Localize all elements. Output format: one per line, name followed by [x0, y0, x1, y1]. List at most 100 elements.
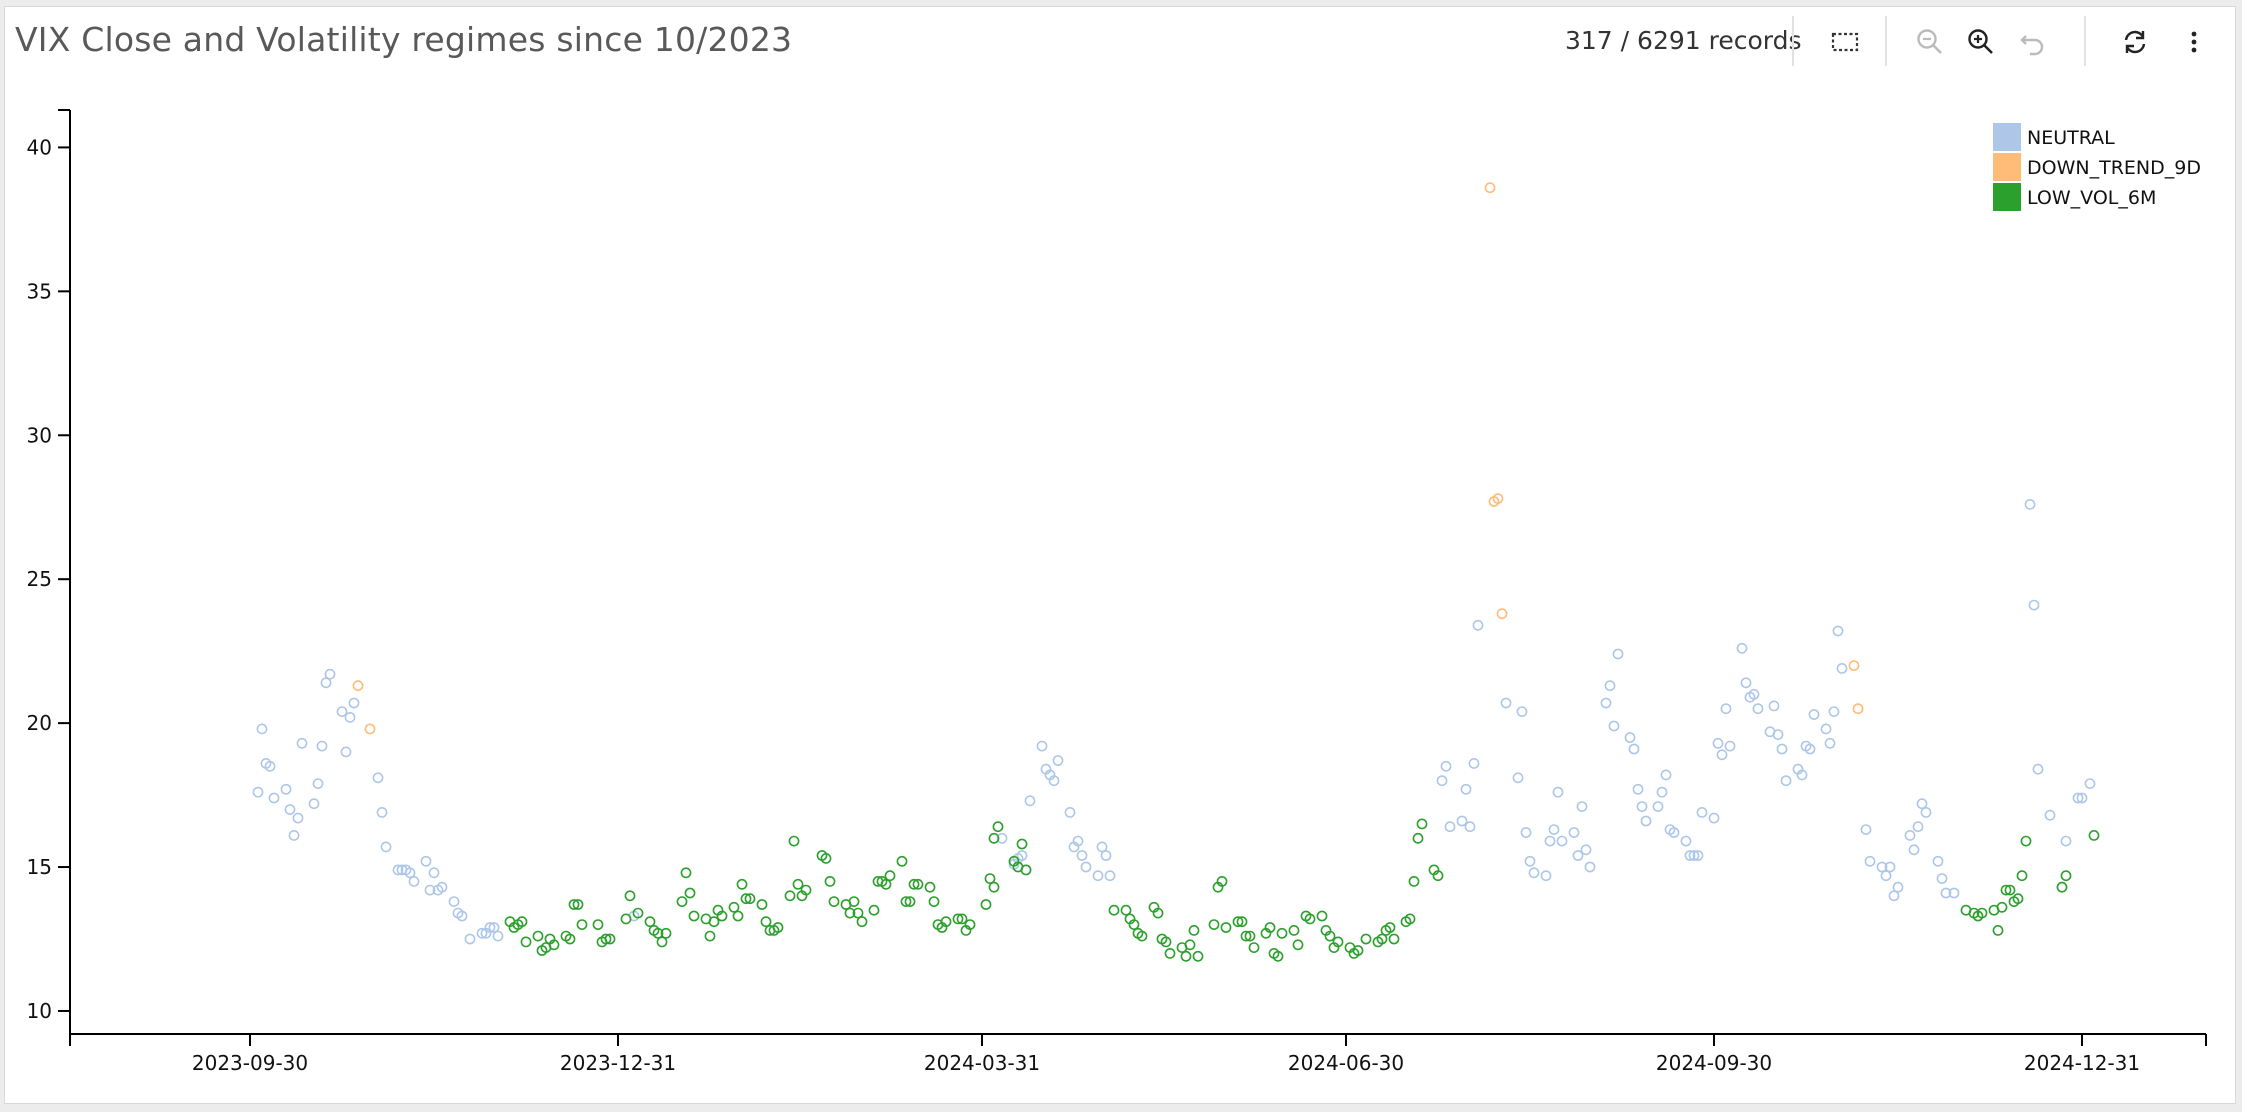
data-point[interactable]: [1992, 925, 2004, 936]
legend-label[interactable]: NEUTRAL: [2027, 127, 2115, 149]
data-point[interactable]: [1736, 642, 1748, 654]
legend-swatch[interactable]: [1993, 153, 2021, 181]
data-point[interactable]: [1656, 786, 1668, 798]
data-point[interactable]: [256, 723, 268, 735]
data-point[interactable]: [604, 933, 616, 945]
data-point[interactable]: [952, 913, 964, 925]
data-point[interactable]: [1720, 703, 1732, 715]
data-point[interactable]: [908, 878, 920, 890]
data-point[interactable]: [1092, 870, 1104, 882]
data-point[interactable]: [1024, 795, 1036, 807]
data-point[interactable]: [1752, 703, 1764, 715]
data-point[interactable]: [912, 878, 924, 890]
undo-icon[interactable]: [2013, 22, 2053, 62]
data-point[interactable]: [448, 896, 460, 907]
data-point[interactable]: [2004, 884, 2016, 896]
data-point[interactable]: [992, 821, 1004, 833]
data-point[interactable]: [1708, 812, 1720, 824]
legend-swatch[interactable]: [1993, 183, 2021, 211]
data-point[interactable]: [576, 919, 588, 930]
data-point[interactable]: [1848, 660, 1860, 671]
data-point[interactable]: [996, 832, 1008, 844]
data-point[interactable]: [492, 930, 504, 942]
data-point[interactable]: [1264, 922, 1276, 933]
data-point[interactable]: [1632, 783, 1644, 795]
data-point[interactable]: [2084, 778, 2096, 789]
data-point[interactable]: [828, 896, 840, 907]
data-point[interactable]: [1052, 755, 1064, 766]
data-point[interactable]: [1580, 844, 1592, 856]
data-point[interactable]: [1608, 720, 1620, 732]
data-point[interactable]: [1772, 729, 1784, 740]
data-point[interactable]: [464, 933, 476, 945]
data-point[interactable]: [1692, 850, 1704, 861]
data-point[interactable]: [1352, 945, 1364, 956]
data-point[interactable]: [988, 881, 1000, 893]
data-point[interactable]: [376, 807, 388, 818]
data-point[interactable]: [516, 916, 528, 928]
data-point[interactable]: [1080, 861, 1092, 873]
data-point[interactable]: [348, 697, 360, 709]
data-point[interactable]: [1628, 743, 1640, 755]
data-point[interactable]: [1636, 801, 1648, 812]
data-point[interactable]: [772, 922, 784, 933]
data-point[interactable]: [1192, 950, 1204, 962]
data-point[interactable]: [476, 927, 488, 939]
data-point[interactable]: [436, 881, 448, 893]
data-point[interactable]: [1208, 919, 1220, 930]
data-point[interactable]: [364, 723, 376, 735]
data-point[interactable]: [656, 936, 668, 948]
data-point[interactable]: [784, 890, 796, 902]
data-point[interactable]: [684, 887, 696, 899]
data-point[interactable]: [740, 893, 752, 905]
data-point[interactable]: [600, 933, 612, 945]
data-point[interactable]: [1932, 855, 1944, 867]
data-point[interactable]: [1432, 870, 1444, 882]
data-point[interactable]: [680, 867, 692, 879]
data-point[interactable]: [1512, 772, 1524, 784]
data-point[interactable]: [1820, 723, 1832, 735]
data-point[interactable]: [456, 910, 468, 922]
refresh-icon[interactable]: [2115, 22, 2155, 62]
data-point[interactable]: [1548, 824, 1560, 835]
data-point[interactable]: [800, 884, 812, 896]
data-point[interactable]: [2028, 599, 2040, 611]
data-point[interactable]: [1688, 850, 1700, 861]
zoom-out-icon[interactable]: [1910, 22, 1950, 62]
data-point[interactable]: [1496, 608, 1508, 620]
data-point[interactable]: [316, 740, 328, 752]
data-point[interactable]: [848, 896, 860, 907]
data-point[interactable]: [564, 933, 576, 945]
data-point[interactable]: [1288, 925, 1300, 936]
data-point[interactable]: [1824, 737, 1836, 749]
data-point[interactable]: [308, 798, 320, 810]
data-point[interactable]: [1828, 706, 1840, 717]
legend-swatch[interactable]: [1993, 123, 2021, 151]
data-point[interactable]: [1724, 740, 1736, 752]
data-point[interactable]: [1104, 870, 1116, 882]
data-point[interactable]: [1640, 815, 1652, 827]
data-point[interactable]: [884, 870, 896, 882]
data-point[interactable]: [924, 881, 936, 893]
data-point[interactable]: [1036, 740, 1048, 752]
data-point[interactable]: [1572, 850, 1584, 861]
data-point[interactable]: [1556, 835, 1568, 847]
data-point[interactable]: [520, 936, 532, 948]
data-point[interactable]: [1304, 913, 1316, 925]
data-point[interactable]: [728, 901, 740, 913]
data-point[interactable]: [1164, 948, 1176, 959]
data-point[interactable]: [532, 930, 544, 942]
data-point[interactable]: [2076, 792, 2088, 804]
data-point[interactable]: [1408, 876, 1420, 887]
data-point[interactable]: [820, 853, 832, 864]
data-point[interactable]: [1484, 182, 1496, 194]
data-point[interactable]: [312, 778, 324, 789]
data-point[interactable]: [420, 855, 432, 867]
data-point[interactable]: [1576, 801, 1588, 812]
data-point[interactable]: [1492, 493, 1504, 504]
data-point[interactable]: [824, 876, 836, 887]
zoom-in-icon[interactable]: [1961, 22, 2001, 62]
data-point[interactable]: [1864, 855, 1876, 867]
data-point[interactable]: [1976, 907, 1988, 919]
data-point[interactable]: [1240, 930, 1252, 942]
